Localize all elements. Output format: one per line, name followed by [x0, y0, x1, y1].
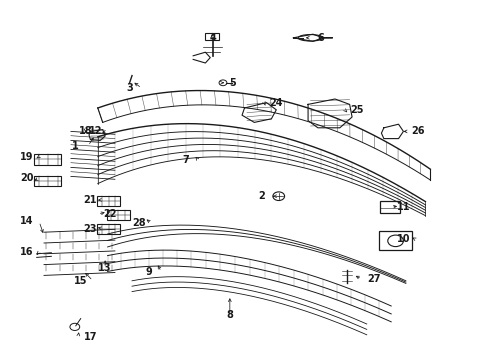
Text: 15: 15 [74, 276, 87, 286]
Text: 8: 8 [226, 310, 233, 320]
Bar [34, 154, 61, 165]
Bar [378, 231, 411, 250]
Text: 2: 2 [258, 191, 264, 201]
Text: 17: 17 [83, 332, 97, 342]
Text: 12: 12 [88, 126, 102, 136]
Text: 5: 5 [228, 78, 235, 88]
Text: 27: 27 [366, 274, 380, 284]
Text: 22: 22 [103, 209, 117, 219]
Text: 19: 19 [20, 152, 34, 162]
Text: 9: 9 [145, 267, 152, 277]
Text: 21: 21 [83, 195, 97, 205]
Text: 16: 16 [20, 247, 34, 257]
Text: 10: 10 [396, 234, 409, 244]
Text: 13: 13 [98, 263, 112, 273]
Text: 7: 7 [182, 155, 189, 165]
Text: 23: 23 [83, 224, 97, 234]
Text: 28: 28 [132, 218, 146, 228]
Bar [34, 176, 61, 186]
Text: 1: 1 [72, 141, 79, 151]
Text: 25: 25 [349, 105, 363, 115]
Text: 11: 11 [396, 202, 409, 212]
Text: 4: 4 [209, 33, 216, 43]
Text: 18: 18 [79, 126, 92, 136]
Bar [380, 201, 399, 213]
Text: 20: 20 [20, 173, 34, 183]
Bar [97, 224, 120, 234]
Text: 6: 6 [316, 33, 323, 43]
Bar [97, 196, 120, 206]
Text: 24: 24 [269, 98, 283, 108]
Text: 14: 14 [20, 216, 34, 226]
Bar [205, 33, 219, 40]
Text: 26: 26 [410, 126, 424, 136]
Bar [106, 210, 130, 220]
Ellipse shape [298, 35, 322, 41]
Text: 3: 3 [126, 83, 133, 93]
